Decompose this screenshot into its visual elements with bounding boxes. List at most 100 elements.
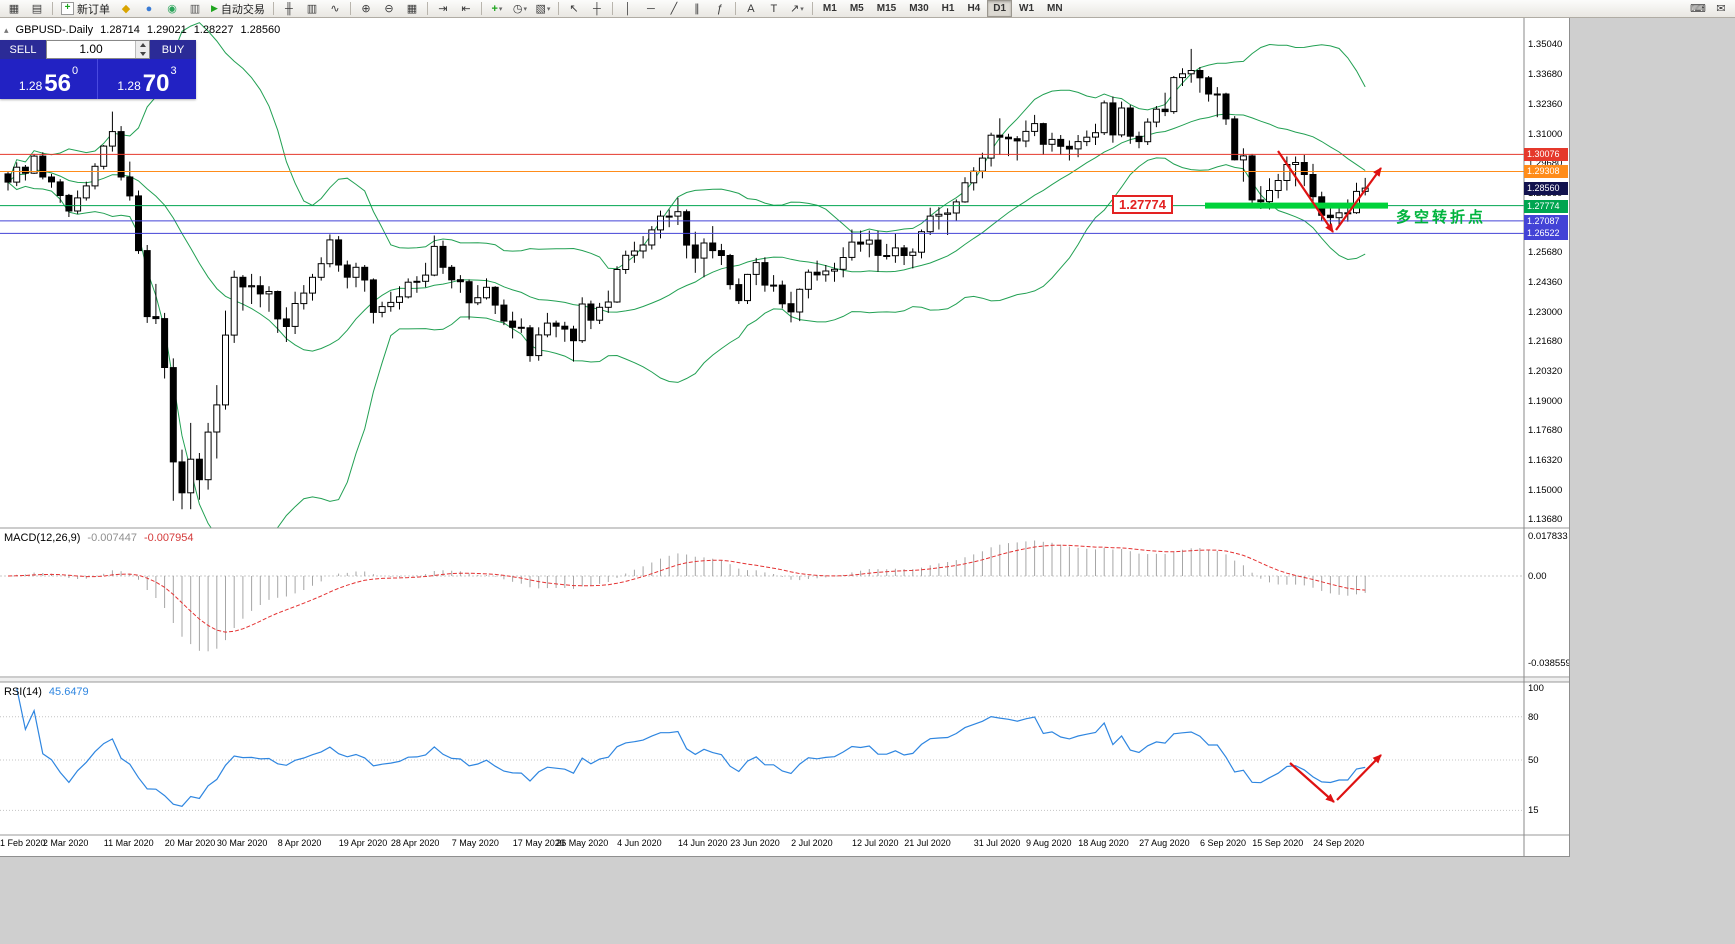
price-axis-label[interactable]: 1.25680 bbox=[1528, 247, 1563, 259]
date-axis-label[interactable]: 11 Mar 2020 bbox=[103, 838, 154, 848]
date-axis-label[interactable]: 20 Mar 2020 bbox=[164, 838, 216, 848]
toolbar-separator bbox=[734, 2, 736, 15]
line-chart-icon[interactable]: ∿ bbox=[324, 1, 346, 17]
chart-shift-icon[interactable]: ⇤ bbox=[455, 1, 477, 17]
autotrading-button[interactable]: ▶ 自动交易 bbox=[207, 1, 269, 17]
metaeditor-icon: ◆ bbox=[121, 3, 131, 15]
buy-button[interactable]: BUY bbox=[150, 40, 196, 59]
cursor-icon[interactable]: ↖ bbox=[563, 1, 585, 17]
lot-decrease-button[interactable] bbox=[136, 49, 149, 58]
fibonacci-icon[interactable]: ƒ bbox=[709, 1, 731, 17]
date-axis-label[interactable]: 14 Jun 2020 bbox=[678, 838, 728, 848]
indicators-icon[interactable]: + ▾ bbox=[486, 1, 508, 17]
price-axis-label[interactable]: 1.24360 bbox=[1528, 276, 1563, 288]
turning-point-annotation[interactable]: 多空转折点 bbox=[1396, 209, 1487, 226]
collapse-triangle-icon[interactable]: ▴ bbox=[4, 24, 9, 35]
date-axis-label[interactable]: 4 Jun 2020 bbox=[617, 838, 662, 848]
text-icon[interactable]: A bbox=[740, 1, 762, 17]
date-axis-label[interactable]: 12 Jul 2020 bbox=[852, 838, 899, 848]
buy-price-button[interactable]: 1.28 70 3 bbox=[98, 59, 196, 99]
price-axis-label[interactable]: 1.13680 bbox=[1528, 514, 1563, 525]
date-axis-label[interactable]: 24 Sep 2020 bbox=[1313, 838, 1365, 848]
chat-icon[interactable]: ✉ bbox=[1710, 1, 1732, 17]
date-axis-label[interactable]: 27 Aug 2020 bbox=[1139, 838, 1190, 848]
timeframe-w1[interactable]: W1 bbox=[1019, 3, 1035, 14]
price-axis-label[interactable]: 1.20320 bbox=[1528, 366, 1563, 378]
lot-size-value[interactable]: 1.00 bbox=[79, 42, 103, 56]
date-axis-label[interactable]: 30 Mar 2020 bbox=[216, 838, 268, 848]
sell-price-button[interactable]: 1.28 56 0 bbox=[0, 59, 98, 99]
price-axis-label[interactable]: 1.16320 bbox=[1528, 455, 1563, 467]
timeframe-h4[interactable]: H4 bbox=[967, 3, 981, 14]
channel-icon[interactable]: ∥ bbox=[686, 1, 708, 17]
auto-scroll-icon[interactable]: ⇥ bbox=[432, 1, 454, 17]
data-window-icon[interactable]: ▥ bbox=[184, 1, 206, 17]
date-axis-label[interactable]: 23 Jun 2020 bbox=[730, 838, 780, 848]
date-axis-label[interactable]: 15 Sep 2020 bbox=[1252, 838, 1304, 848]
price-axis-label[interactable]: 1.32360 bbox=[1528, 98, 1563, 110]
toolbar-separator bbox=[480, 2, 482, 15]
periods-icon[interactable]: ◷ ▾ bbox=[509, 1, 531, 17]
candlestick-icon[interactable]: ▥ bbox=[301, 1, 323, 17]
price-callout[interactable]: 1.27774 bbox=[1112, 195, 1173, 214]
timeframe-d1[interactable]: D1 bbox=[987, 0, 1013, 17]
date-axis-label[interactable]: 18 Aug 2020 bbox=[1078, 838, 1129, 848]
timeframe-m5[interactable]: M5 bbox=[849, 3, 864, 14]
templates-icon[interactable]: ▧ ▾ bbox=[532, 1, 554, 17]
date-axis-label[interactable]: 21 Feb 2020 bbox=[0, 838, 46, 848]
price-axis-label[interactable]: 1.29680 bbox=[1528, 158, 1563, 170]
price-axis-label[interactable]: 1.35040 bbox=[1528, 39, 1563, 50]
horizontal-line-icon[interactable]: ─ bbox=[640, 1, 662, 17]
trend-arrow bbox=[1335, 167, 1382, 231]
trendline-icon[interactable]: ╱ bbox=[663, 1, 685, 17]
price-axis-label[interactable]: 1.15000 bbox=[1528, 484, 1563, 496]
lot-size-field[interactable]: 1.00 bbox=[46, 40, 150, 59]
lot-increase-button[interactable] bbox=[136, 41, 149, 50]
price-axis-label[interactable]: 1.17680 bbox=[1528, 425, 1563, 437]
signals-icon[interactable]: ◉ bbox=[161, 1, 183, 17]
timeframe-m1[interactable]: M1 bbox=[822, 3, 837, 14]
tile-windows-icon[interactable]: ▦ bbox=[401, 1, 423, 17]
date-axis-label[interactable]: 28 Apr 2020 bbox=[390, 838, 440, 848]
date-axis-label[interactable]: 8 Apr 2020 bbox=[277, 838, 322, 848]
date-axis-label[interactable]: 17 May 2020 bbox=[512, 838, 565, 848]
text-label-icon[interactable]: T bbox=[763, 1, 785, 17]
date-axis-label[interactable]: 31 Jul 2020 bbox=[973, 838, 1021, 848]
price-level-tag: 1.27774 bbox=[1524, 199, 1568, 213]
bar-chart-icon[interactable]: ╫ bbox=[278, 1, 300, 17]
line-chart-icon: ∿ bbox=[330, 3, 340, 15]
sell-button[interactable]: SELL bbox=[0, 40, 46, 59]
zoom-out-icon[interactable]: ⊖ bbox=[378, 1, 400, 17]
crosshair-icon[interactable]: ┼ bbox=[586, 1, 608, 17]
date-axis-label[interactable]: 2 Jul 2020 bbox=[791, 838, 833, 848]
price-axis-label[interactable]: 1.33680 bbox=[1528, 69, 1563, 81]
price-axis-label[interactable]: 1.21680 bbox=[1528, 336, 1563, 348]
date-axis-label[interactable]: 21 Jul 2020 bbox=[904, 838, 951, 848]
price-axis-label[interactable]: 1.19000 bbox=[1528, 395, 1563, 407]
date-axis-label[interactable]: 6 Sep 2020 bbox=[1200, 838, 1247, 848]
new-order-button[interactable]: + 新订单 bbox=[57, 1, 114, 17]
timeframe-m30[interactable]: M30 bbox=[909, 3, 929, 14]
timeframe-h1[interactable]: H1 bbox=[941, 3, 955, 14]
keyboard-icon[interactable]: ⌨ bbox=[1687, 1, 1709, 17]
timeframe-mn[interactable]: MN bbox=[1047, 3, 1063, 14]
profiles-icon[interactable]: ▤ bbox=[26, 1, 48, 17]
chart-canvas[interactable] bbox=[0, 18, 1569, 856]
date-axis-label[interactable]: 19 Apr 2020 bbox=[338, 838, 388, 848]
date-axis-label[interactable]: 9 Aug 2020 bbox=[1026, 838, 1072, 848]
arrows-tool-icon[interactable]: ↗ ▾ bbox=[786, 1, 808, 17]
price-axis-label[interactable]: 1.23000 bbox=[1528, 306, 1563, 318]
zoom-in-icon[interactable]: ⊕ bbox=[355, 1, 377, 17]
market-icon[interactable]: ● bbox=[138, 1, 160, 17]
metaeditor-icon[interactable]: ◆ bbox=[115, 1, 137, 17]
horizontal-line-icon: ─ bbox=[647, 2, 655, 15]
chart-shift-icon: ⇤ bbox=[461, 3, 471, 15]
date-axis-label[interactable]: 7 May 2020 bbox=[451, 838, 499, 848]
date-axis-label[interactable]: 26 May 2020 bbox=[556, 838, 609, 848]
price-axis-label[interactable]: 1.31000 bbox=[1528, 128, 1563, 140]
timeframe-m15[interactable]: M15 bbox=[876, 3, 897, 14]
date-axis-label[interactable]: 2 Mar 2020 bbox=[42, 838, 89, 848]
new-chart-icon[interactable]: ▦ bbox=[3, 1, 25, 17]
vertical-line-icon[interactable]: │ bbox=[617, 1, 639, 17]
one-click-trading-panel: SELL 1.00 BUY 1.28 56 0 1.28 bbox=[0, 40, 196, 99]
